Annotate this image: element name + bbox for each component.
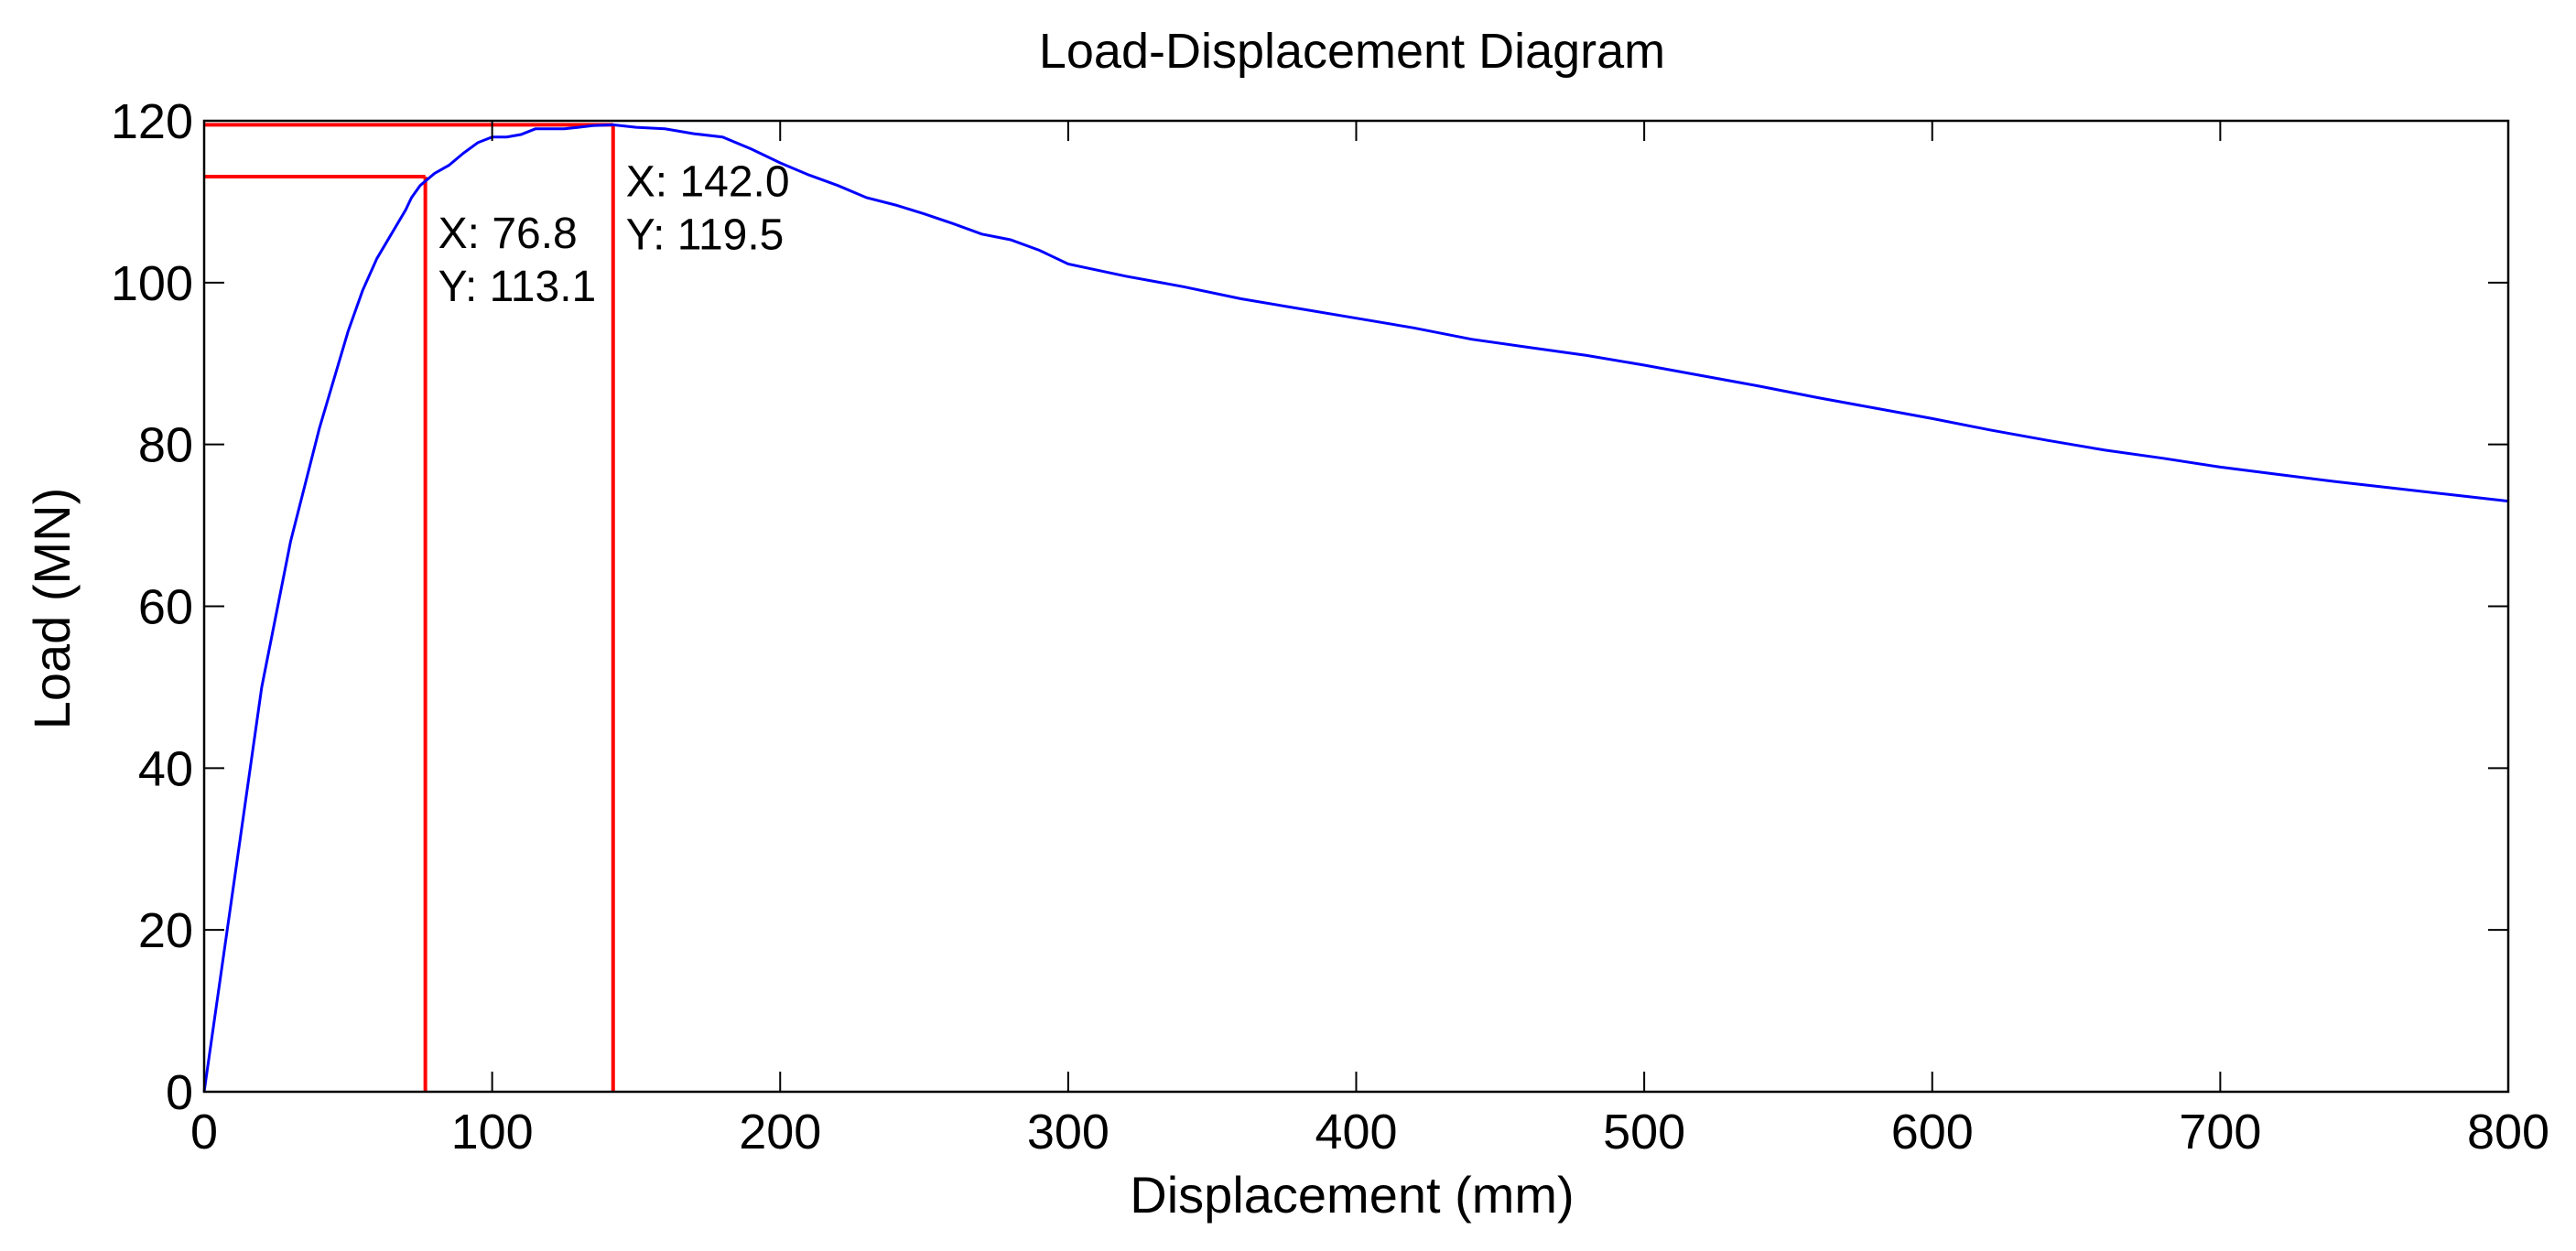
x-axis-label: Displacement (mm) xyxy=(1130,1166,1574,1224)
x-tick-label: 0 xyxy=(190,1105,218,1159)
datatip-x-label: X: 142.0 xyxy=(626,157,790,206)
x-tick-label: 300 xyxy=(1027,1105,1109,1159)
datatip-y-label: Y: 113.1 xyxy=(438,263,597,311)
datatip-x-label: X: 76.8 xyxy=(438,210,578,258)
annotation-layer: X: 76.8 Y: 113.1 X: 142.0Y: 119.5 xyxy=(438,157,790,311)
x-tick-label: 200 xyxy=(739,1105,821,1159)
x-tick-label: 800 xyxy=(2467,1105,2549,1159)
tick-layer xyxy=(203,120,2509,1093)
y-tick-label: 0 xyxy=(166,1065,193,1120)
y-tick-label: 120 xyxy=(111,94,193,149)
x-tick-label: 500 xyxy=(1603,1105,1685,1159)
y-tick-label: 40 xyxy=(138,741,193,796)
y-tick-labels: 0 20 40 60 80 100 120 xyxy=(111,94,193,1120)
x-tick-labels: 0 100 200 300 400 500 600 700 800 xyxy=(190,1105,2549,1159)
datatip-y-label: Y: 119.5 xyxy=(626,210,785,259)
y-tick-label: 100 xyxy=(111,256,193,311)
y-tick-label: 80 xyxy=(138,418,193,473)
x-tick-label: 100 xyxy=(451,1105,534,1159)
x-tick-label: 400 xyxy=(1315,1105,1397,1159)
y-tick-label: 20 xyxy=(138,903,193,958)
y-tick-label: 60 xyxy=(138,580,193,635)
x-tick-label: 700 xyxy=(2179,1105,2261,1159)
chart-title: Load-Displacement Diagram xyxy=(1039,24,1665,79)
load-curve xyxy=(202,123,2509,1093)
marker-layer xyxy=(204,123,615,1092)
y-axis-label: Load (MN) xyxy=(23,488,81,730)
x-tick-label: 600 xyxy=(1891,1105,1974,1159)
